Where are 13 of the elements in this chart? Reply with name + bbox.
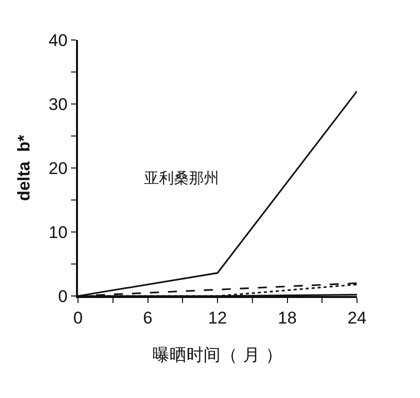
y-tick-label: 40 (48, 30, 68, 50)
x-tick-label: 18 (278, 308, 297, 328)
y-tick-label: 20 (48, 158, 68, 178)
x-axis-title: 曝晒时间（ 月 ） (152, 345, 282, 366)
x-tick-label: 0 (73, 308, 83, 328)
y-tick-label: 0 (58, 286, 68, 306)
y-tick-label: 30 (48, 94, 68, 114)
x-tick-label: 6 (143, 308, 152, 328)
y-axis-title: delta b* (14, 134, 34, 202)
x-tick-label: 12 (208, 308, 227, 328)
x-tick-label: 24 (348, 308, 366, 328)
annotation: 亚利桑那州 (144, 169, 219, 187)
y-tick-label: 10 (48, 222, 68, 242)
